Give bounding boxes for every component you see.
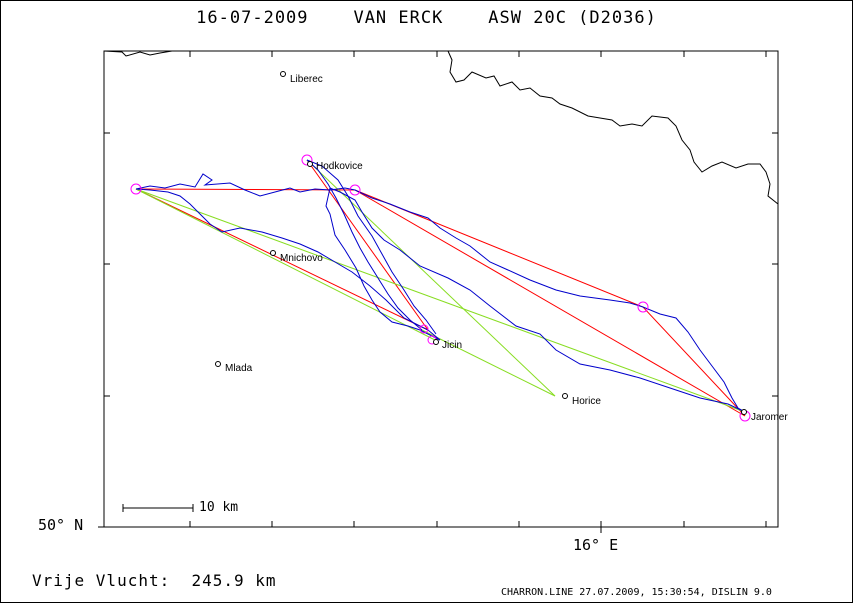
town-dot [741, 409, 747, 415]
footer-info: CHARRON.LINE 27.07.2009, 15:30:54, DISLI… [501, 587, 772, 598]
axis-ticks [98, 51, 778, 533]
flight-track [325, 187, 746, 413]
town-dot [215, 361, 221, 367]
town-markers [215, 71, 747, 415]
latitude-label: 50° N [38, 516, 84, 534]
flight-title: 16-07-2009 VAN ERCK ASW 20C (D2036) [196, 8, 657, 28]
turnpoint-marker [301, 154, 313, 166]
country-border [103, 50, 173, 57]
turnpoints [130, 154, 751, 422]
town-dot [562, 393, 568, 399]
town-label-mlada: Mlada [225, 363, 253, 374]
town-dot [270, 250, 276, 256]
task-lines-red [135, 159, 746, 417]
town-label-liberec: Liberec [290, 74, 323, 85]
town-dot [280, 71, 286, 77]
town-label-mnichovo: Mnichovo [280, 253, 323, 264]
turnpoint-marker [130, 183, 142, 195]
plot-frame [103, 50, 779, 528]
task-lines-green [135, 159, 746, 413]
town-label-jicin: Jicin [442, 340, 462, 351]
town-label-hodkovice: Hodkovice [316, 161, 363, 172]
turnpoint-marker [419, 324, 429, 334]
town-dot [307, 161, 313, 167]
longitude-label: 16° E [573, 536, 619, 554]
country-border [447, 50, 779, 205]
turnpoint-marker [637, 301, 649, 313]
flight-track [306, 159, 423, 331]
town-label-horice: Horice [572, 396, 601, 407]
scale-bar-label: 10 km [199, 500, 239, 515]
flight-track [135, 173, 746, 413]
scale-bar [122, 504, 194, 512]
town-dot [433, 339, 439, 345]
flight-track [135, 188, 441, 341]
free-flight-distance: Vrije Vlucht: 245.9 km [32, 571, 277, 590]
flight-track [306, 159, 437, 335]
town-label-jaromer: Jaromer [751, 412, 788, 423]
turnpoint-marker [349, 184, 361, 196]
